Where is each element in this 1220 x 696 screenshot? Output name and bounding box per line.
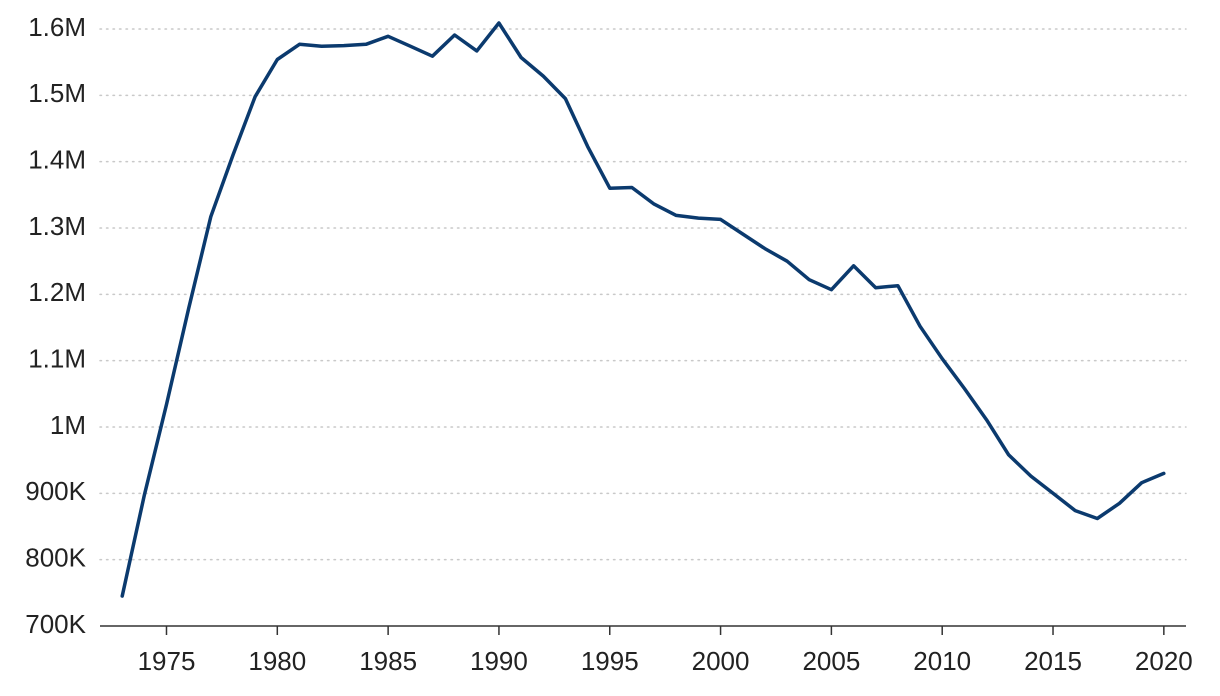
data-point [1161,470,1167,476]
data-point [607,185,613,191]
data-point [1028,473,1034,479]
data-point [186,305,192,311]
x-tick-label: 2005 [802,646,860,676]
data-point [163,401,169,407]
data-point [585,143,591,149]
x-tick-label: 2000 [692,646,750,676]
data-point [119,593,125,599]
y-tick-label: 800K [25,543,86,573]
data-point [208,214,214,220]
data-point [806,277,812,283]
data-point [873,285,879,291]
data-point [740,231,746,237]
data-point [429,53,435,59]
data-point [474,48,480,54]
data-point [540,73,546,79]
data-point [718,216,724,222]
data-point [1072,508,1078,514]
series-layer [119,20,1167,599]
x-tick-label: 1975 [138,646,196,676]
data-point [518,55,524,61]
data-point [695,215,701,221]
data-point [1006,452,1012,458]
data-point [319,43,325,49]
y-axis: 700K 800K 900K 1M 1.1M 1.2M 1.3M 1.4M 1.5M 1.6M [25,12,86,639]
y-tick-label: 700K [25,609,86,639]
data-point [274,57,280,63]
y-tick-label: 1.4M [28,145,86,175]
y-tick-label: 900K [25,476,86,506]
data-point [407,43,413,49]
x-tick-label: 2010 [913,646,971,676]
y-tick-label: 1.6M [28,12,86,42]
data-point [452,32,458,38]
data-point [784,258,790,264]
data-point [1139,480,1145,486]
y-tick-label: 1.5M [28,78,86,108]
data-point [363,41,369,47]
x-tick-label: 1985 [359,646,417,676]
data-point [895,283,901,289]
data-point [1117,500,1123,506]
data-point [1094,516,1100,522]
data-point [673,212,679,218]
data-point [762,246,768,252]
data-point [296,41,302,47]
gridlines [99,28,1187,561]
data-point [141,492,147,498]
data-point [230,152,236,158]
y-tick-label: 1.1M [28,344,86,374]
data-point [917,323,923,329]
x-tick-label: 1995 [581,646,639,676]
y-tick-label: 1M [50,410,86,440]
data-point [341,43,347,49]
data-point [828,287,834,293]
series-line [120,21,1166,598]
data-point [629,185,635,191]
x-tick-label: 1980 [248,646,306,676]
data-point [939,356,945,362]
data-point [961,386,967,392]
data-point [385,33,391,39]
x-axis: 1975 1980 1985 1990 1995 2000 2005 2010 2015 2020 [100,625,1193,676]
y-tick-label: 1.3M [28,211,86,241]
x-tick-label: 2015 [1024,646,1082,676]
data-point [562,96,568,102]
data-point [252,94,258,100]
x-tick-label: 2020 [1135,646,1193,676]
x-tick-label: 1990 [470,646,528,676]
data-point [851,263,857,269]
data-point [984,417,990,423]
y-tick-label: 1.2M [28,277,86,307]
data-point [496,20,502,26]
data-point [651,201,657,207]
data-point [1050,490,1056,496]
